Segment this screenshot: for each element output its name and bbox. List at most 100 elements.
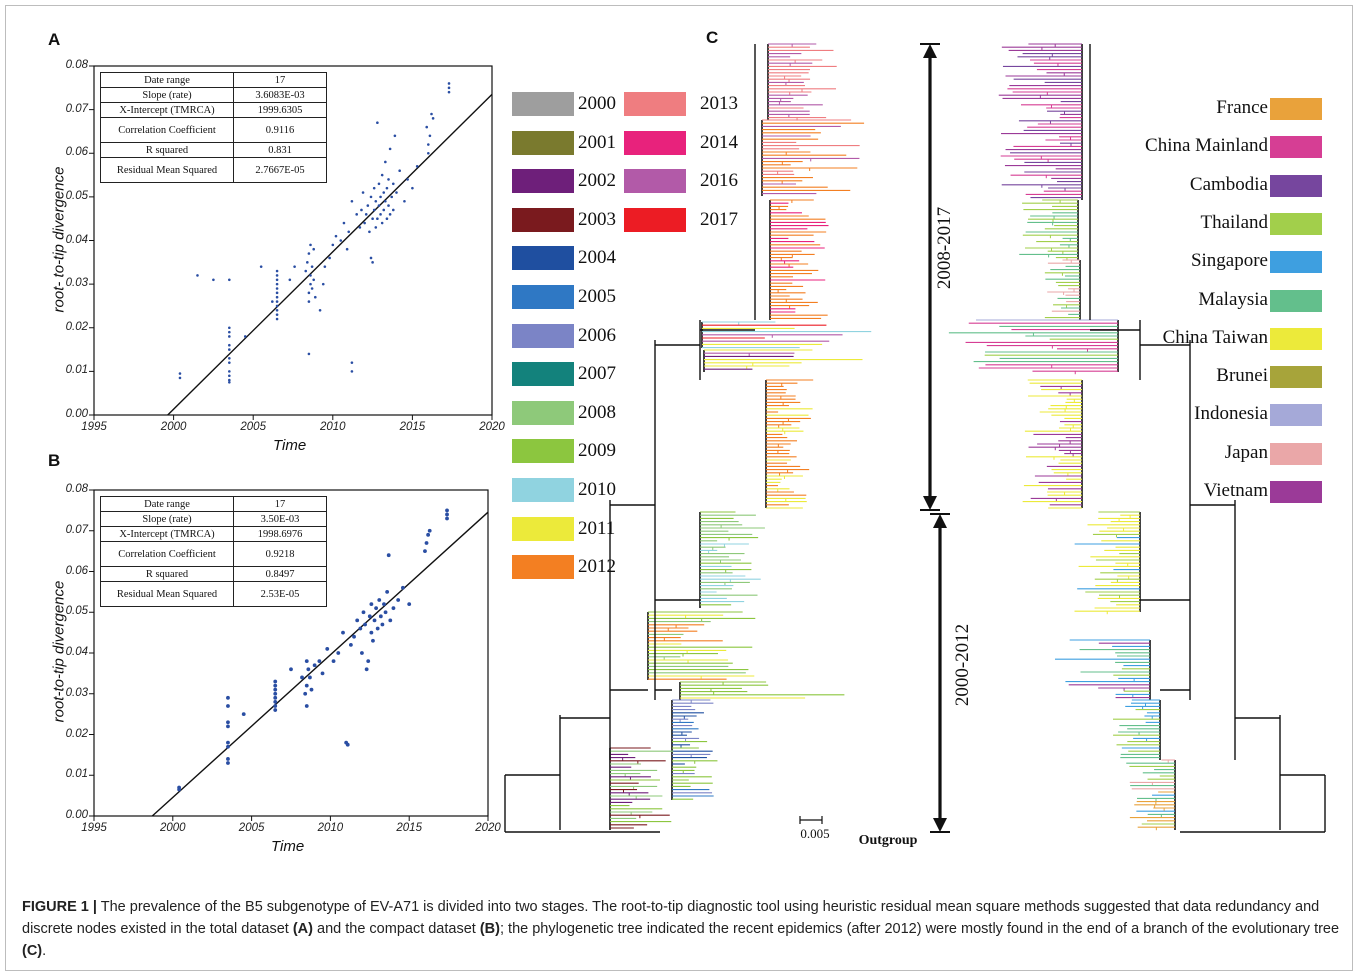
data-point <box>350 370 354 373</box>
data-point <box>350 361 354 364</box>
caption-text-4: . <box>42 943 47 959</box>
data-point <box>196 274 199 277</box>
country-label: Thailand <box>1200 211 1268 233</box>
data-point <box>388 147 392 151</box>
data-point <box>447 86 451 90</box>
x-tick-label: 2000 <box>160 822 186 834</box>
data-point <box>361 610 366 615</box>
stats-label: R squared <box>100 566 234 582</box>
country-swatch <box>1270 481 1322 503</box>
data-point <box>406 178 409 181</box>
data-point <box>380 622 385 627</box>
data-point <box>226 695 230 700</box>
data-point <box>178 376 182 380</box>
data-point <box>379 195 382 199</box>
country-label: Indonesia <box>1194 403 1268 425</box>
data-point <box>391 606 396 611</box>
data-point <box>226 744 230 749</box>
year-label: 2007 <box>578 363 616 385</box>
data-point <box>271 300 274 303</box>
data-point <box>376 121 379 125</box>
data-point <box>273 700 278 704</box>
country-label: Singapore <box>1190 250 1268 272</box>
stats-row: X-Intercept (TMRCA) 1999.6305 <box>100 102 327 118</box>
data-point <box>376 217 379 220</box>
data-point <box>243 335 247 338</box>
data-point <box>427 151 430 155</box>
stats-label: Correlation Coefficient <box>100 541 234 567</box>
y-tick-label: 0.08 <box>65 59 88 71</box>
data-point <box>367 614 372 619</box>
year-label: 2005 <box>578 286 616 307</box>
data-point <box>228 361 231 364</box>
year-label: 2006 <box>578 324 616 346</box>
y-tick-label: 0.03 <box>65 277 88 290</box>
data-point <box>309 687 314 692</box>
stats-label: Date range <box>100 496 234 512</box>
year-label: 2002 <box>578 170 616 192</box>
data-point <box>228 378 231 382</box>
y-tick-label: 0.06 <box>65 146 88 159</box>
stats-row: Slope (rate) 3.50E-03 <box>100 511 327 527</box>
y-tick-label: 0.07 <box>65 523 88 536</box>
y-tick-label: 0.03 <box>65 686 88 699</box>
y-tick-label: 0.02 <box>65 320 88 333</box>
y-tick-label: 0.02 <box>65 727 88 740</box>
data-point <box>318 309 322 312</box>
panel-a-scatter-chart: 1995 2000 2005 2010 2015 2020 0.00 0.01 0.02 0.03… <box>20 58 505 468</box>
data-point <box>228 326 231 330</box>
data-point <box>360 208 363 212</box>
country-swatch <box>1270 404 1322 427</box>
phylogenetic-tree: 2008-2017 2000-2012 0.005 Outgroup <box>504 43 1326 848</box>
year-swatch <box>512 439 574 464</box>
caption-ref-a: (A) <box>292 921 313 937</box>
data-point <box>336 651 341 655</box>
data-point <box>341 630 345 635</box>
data-point <box>375 626 380 631</box>
stats-label: Date range <box>100 72 234 88</box>
data-point <box>355 213 358 216</box>
x-axis-label: Time <box>273 437 307 454</box>
stats-value: 2.7667E-05 <box>233 157 327 183</box>
stats-value: 3.6083E-03 <box>233 87 327 103</box>
data-point <box>380 173 384 177</box>
year-swatch <box>624 169 686 194</box>
data-point <box>312 278 315 282</box>
data-point <box>350 199 354 203</box>
stats-row: X-Intercept (TMRCA) 1998.6976 <box>100 526 327 542</box>
stats-row: Residual Mean Squared 2.7667E-05 <box>100 157 327 183</box>
country-swatch <box>1270 251 1322 274</box>
stats-value: 3.50E-03 <box>233 511 327 527</box>
data-point <box>303 691 308 696</box>
data-point <box>226 757 230 761</box>
data-point <box>374 199 378 203</box>
y-tick-label: 0.06 <box>65 564 88 577</box>
data-point <box>259 265 263 268</box>
data-point <box>361 191 365 194</box>
x-tick-label: 2015 <box>396 822 422 834</box>
stats-label: R squared <box>100 142 234 158</box>
year-label: 2010 <box>578 479 616 500</box>
data-point <box>360 651 364 655</box>
country-swatch <box>1270 442 1322 465</box>
data-point <box>382 208 386 212</box>
data-point <box>352 634 356 639</box>
stats-value: 0.9116 <box>233 117 327 143</box>
data-point <box>400 585 405 590</box>
data-point <box>371 217 374 220</box>
stats-label: X-Intercept (TMRCA) <box>100 526 234 542</box>
x-tick-label: 1995 <box>81 421 107 433</box>
country-swatch <box>1270 327 1322 350</box>
x-tick-label: 2020 <box>479 421 505 433</box>
data-point <box>309 243 312 247</box>
year-swatch <box>512 323 574 348</box>
data-point <box>425 125 429 129</box>
y-tick-label: 0.07 <box>65 102 88 115</box>
data-point <box>371 261 374 264</box>
data-point <box>312 663 317 668</box>
data-point <box>388 618 393 623</box>
stats-value: 17 <box>233 496 327 512</box>
data-point <box>424 541 429 545</box>
data-point <box>407 602 412 606</box>
data-point <box>342 221 346 225</box>
